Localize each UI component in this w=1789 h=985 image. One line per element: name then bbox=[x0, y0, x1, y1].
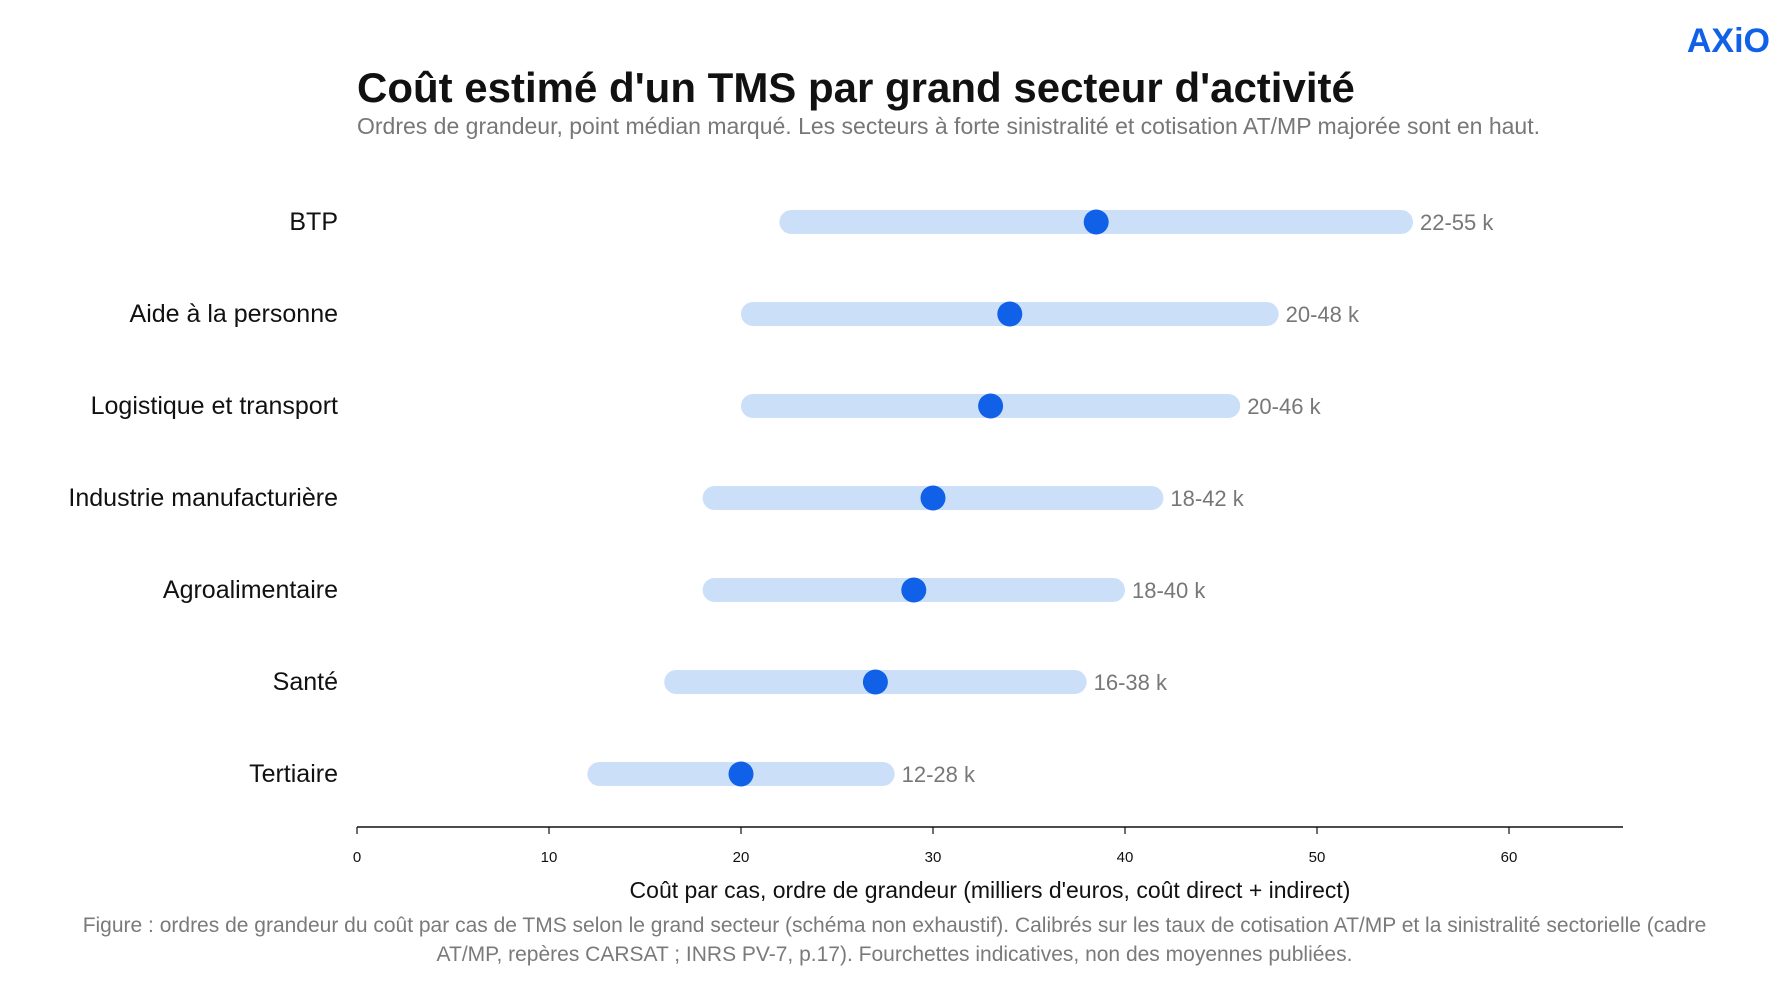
median-dot bbox=[978, 393, 1004, 419]
chart-row: Industrie manufacturière 18-42 k bbox=[68, 484, 1244, 512]
median-dot bbox=[728, 761, 754, 787]
range-value-label: 22-55 k bbox=[1420, 210, 1494, 235]
category-label: Logistique et transport bbox=[91, 392, 338, 420]
category-label: Tertiaire bbox=[249, 760, 338, 788]
x-tick-label: 20 bbox=[733, 849, 750, 866]
range-value-label: 20-46 k bbox=[1247, 394, 1321, 419]
chart-row: Santé 16-38 k bbox=[273, 668, 1168, 696]
caption-line-2: AT/MP, repères CARSAT ; INRS PV-7, p.17)… bbox=[436, 943, 1353, 966]
median-dot bbox=[1083, 209, 1109, 235]
chart-row: Tertiaire 12-28 k bbox=[249, 760, 976, 788]
range-value-label: 16-38 k bbox=[1094, 670, 1168, 695]
category-label: Industrie manufacturière bbox=[68, 484, 338, 512]
chart-row: Logistique et transport 20-46 k bbox=[91, 392, 1322, 420]
range-value-label: 18-42 k bbox=[1170, 486, 1244, 511]
range-value-label: 20-48 k bbox=[1286, 302, 1360, 327]
median-dot bbox=[997, 301, 1023, 327]
caption-line-1: Figure : ordres de grandeur du coût par … bbox=[82, 914, 1707, 937]
x-tick-label: 60 bbox=[1501, 849, 1518, 866]
chart-title: Coût estimé d'un TMS par grand secteur d… bbox=[357, 64, 1355, 111]
chart-row: Aide à la personne 20-48 k bbox=[130, 300, 1360, 328]
chart-row: Agroalimentaire 18-40 k bbox=[163, 576, 1206, 604]
x-tick-label: 40 bbox=[1117, 849, 1134, 866]
median-dot bbox=[920, 485, 946, 511]
median-dot bbox=[901, 577, 927, 603]
brand-logo: AXiO bbox=[1686, 22, 1770, 60]
category-label: BTP bbox=[289, 208, 338, 236]
chart-subtitle: Ordres de grandeur, point médian marqué.… bbox=[357, 113, 1540, 139]
x-tick-label: 10 bbox=[541, 849, 558, 866]
x-tick-label: 30 bbox=[925, 849, 942, 866]
chart-row: BTP 22-55 k bbox=[289, 208, 1494, 236]
category-label: Aide à la personne bbox=[130, 300, 338, 328]
x-axis: 0 10 20 30 40 50 60 bbox=[353, 826, 1623, 866]
category-label: Santé bbox=[273, 668, 338, 696]
chart-rows: BTP 22-55 k Aide à la personne 20-48 k Logis… bbox=[68, 208, 1494, 788]
category-label: Agroalimentaire bbox=[163, 576, 338, 604]
x-tick-label: 50 bbox=[1309, 849, 1326, 866]
x-tick-label: 0 bbox=[353, 849, 361, 866]
figure-caption: Figure : ordres de grandeur du coût par … bbox=[0, 911, 1789, 969]
range-value-label: 18-40 k bbox=[1132, 578, 1206, 603]
median-dot bbox=[862, 669, 888, 695]
x-axis-label: Coût par cas, ordre de grandeur (millier… bbox=[630, 877, 1351, 903]
range-value-label: 12-28 k bbox=[902, 762, 976, 787]
